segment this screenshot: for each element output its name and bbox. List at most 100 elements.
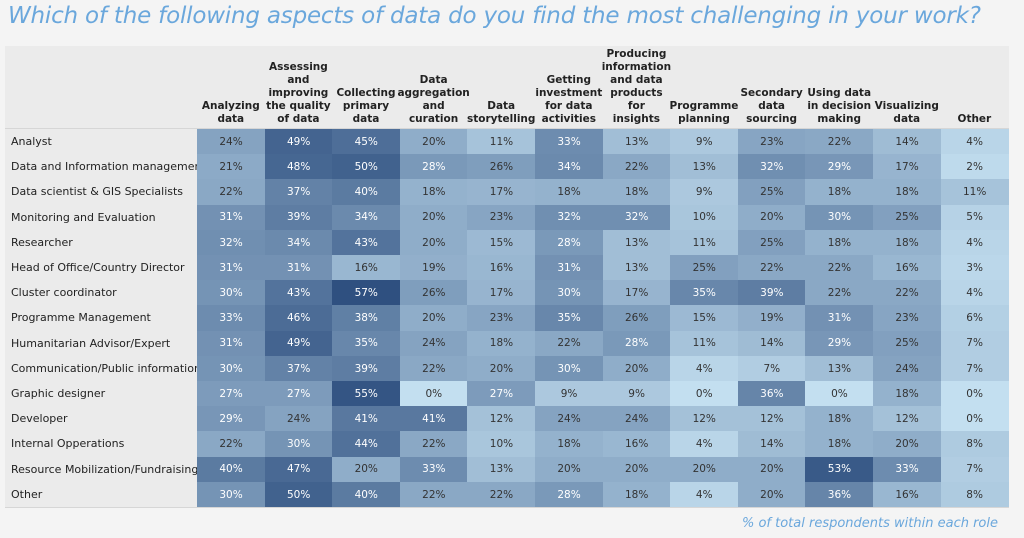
heatmap-cell: 18% <box>467 330 536 357</box>
heatmap-cell: 20% <box>467 355 536 382</box>
heatmap-cell: 22% <box>467 481 536 508</box>
heatmap-cell: 27% <box>197 381 266 407</box>
heatmap-cell: 7% <box>737 355 806 382</box>
heatmap-cell: 13% <box>805 355 874 382</box>
row-label: Head of Office/Country Director <box>11 261 185 275</box>
heatmap-cell: 20% <box>873 431 942 458</box>
row-label: Other <box>11 487 43 501</box>
heatmap-cell: 39% <box>264 204 333 231</box>
column-header: Data storytelling <box>467 46 535 128</box>
column-header: Producing information and data products for… <box>602 46 671 128</box>
heatmap-cell: 22% <box>197 431 266 458</box>
heatmap-cell: 22% <box>873 280 942 306</box>
heatmap-cell: 57% <box>332 280 401 306</box>
heatmap-cell: 4% <box>940 229 1009 256</box>
heatmap-cell: 30% <box>805 204 874 231</box>
heatmap-cell: 33% <box>197 305 266 332</box>
column-header-label: Secondary data sourcing <box>740 87 803 125</box>
heatmap-cell: 41% <box>399 406 468 432</box>
heatmap-cell: 32% <box>535 204 604 231</box>
heatmap-cell: 19% <box>737 305 806 332</box>
heatmap-cell: 20% <box>399 229 468 256</box>
column-header: Programme planning <box>670 46 739 128</box>
heatmap-cell: 31% <box>264 255 333 281</box>
heatmap-cell: 15% <box>670 305 739 332</box>
heatmap-cell: 23% <box>467 204 536 231</box>
heatmap-cell: 35% <box>670 280 739 306</box>
heatmap-cell: 8% <box>940 431 1009 458</box>
heatmap-cell: 28% <box>399 154 468 180</box>
heatmap-cell: 14% <box>737 431 806 458</box>
heatmap-cell: 13% <box>467 456 536 483</box>
heatmap-cell: 49% <box>264 129 333 155</box>
heatmap-cell: 18% <box>535 431 604 458</box>
heatmap-cell: 37% <box>264 355 333 382</box>
heatmap-cell: 23% <box>737 129 806 155</box>
column-header: Data aggregation and curation <box>397 46 469 128</box>
heatmap-cell: 31% <box>805 305 874 332</box>
heatmap-cell: 40% <box>332 481 401 508</box>
heatmap-cell: 13% <box>602 255 671 281</box>
heatmap-cell: 24% <box>873 355 942 382</box>
heatmap-cell: 39% <box>737 280 806 306</box>
heatmap-cell: 25% <box>737 179 806 206</box>
heatmap-cell: 49% <box>264 330 333 357</box>
heatmap-cell: 13% <box>670 154 739 180</box>
heatmap-cell: 17% <box>873 154 942 180</box>
heatmap-cell: 14% <box>737 330 806 357</box>
row-label: Resource Mobilization/Fundraising <box>11 462 199 476</box>
heatmap-cell: 27% <box>264 381 333 407</box>
heatmap-cell: 32% <box>602 204 671 231</box>
heatmap-cell: 47% <box>264 456 333 483</box>
heatmap-cell: 8% <box>940 481 1009 508</box>
heatmap-cell: 36% <box>805 481 874 508</box>
heatmap-cell: 29% <box>197 406 266 432</box>
heatmap-cell: 18% <box>873 229 942 256</box>
heatmap-cell: 18% <box>873 179 942 206</box>
heatmap-cell: 18% <box>805 179 874 206</box>
heatmap-cell: 37% <box>264 179 333 206</box>
heatmap-cell: 28% <box>535 481 604 508</box>
heatmap-cell: 18% <box>805 406 874 432</box>
heatmap-cell: 13% <box>602 229 671 256</box>
heatmap-cell: 23% <box>467 305 536 332</box>
column-header: Getting investment for data activities <box>535 46 603 128</box>
column-header-label: Analyzing data <box>201 100 260 125</box>
column-header: Using data in decision making <box>805 46 873 128</box>
row-label: Cluster coordinator <box>11 286 117 300</box>
heatmap-cell: 22% <box>805 255 874 281</box>
heatmap-cell: 31% <box>197 330 266 357</box>
heatmap-cell: 48% <box>264 154 333 180</box>
footnote: % of total respondents within each role <box>741 516 998 531</box>
heatmap-cell: 20% <box>737 204 806 231</box>
heatmap-cell: 9% <box>602 381 671 407</box>
column-header-label: Data storytelling <box>466 100 536 125</box>
heatmap-cell: 25% <box>873 204 942 231</box>
heatmap-cell: 11% <box>940 179 1009 206</box>
heatmap-cell: 24% <box>264 406 333 432</box>
chart-title: Which of the following aspects of data d… <box>8 3 981 29</box>
heatmap-cell: 26% <box>399 280 468 306</box>
heatmap-cell: 16% <box>467 255 536 281</box>
heatmap-cell: 30% <box>197 481 266 508</box>
heatmap-cell: 0% <box>940 381 1009 407</box>
heatmap-cell: 31% <box>197 204 266 231</box>
heatmap-cell: 24% <box>399 330 468 357</box>
heatmap-cell: 50% <box>332 154 401 180</box>
heatmap-cell: 34% <box>535 154 604 180</box>
heatmap-cell: 20% <box>399 129 468 155</box>
heatmap-cell: 12% <box>670 406 739 432</box>
heatmap-cell: 22% <box>399 355 468 382</box>
heatmap-cell: 45% <box>332 129 401 155</box>
heatmap-cell: 39% <box>332 355 401 382</box>
heatmap-cell: 0% <box>670 381 739 407</box>
heatmap-cell: 29% <box>805 330 874 357</box>
column-header: Assessing and improving the quality of data <box>265 46 333 128</box>
heatmap-cell: 20% <box>399 305 468 332</box>
heatmap-cell: 53% <box>805 456 874 483</box>
row-label: Programme Management <box>11 311 151 325</box>
bottom-divider <box>5 507 1009 508</box>
heatmap-cell: 33% <box>535 129 604 155</box>
row-label: Data scientist & GIS Specialists <box>11 185 184 199</box>
heatmap-cell: 32% <box>737 154 806 180</box>
